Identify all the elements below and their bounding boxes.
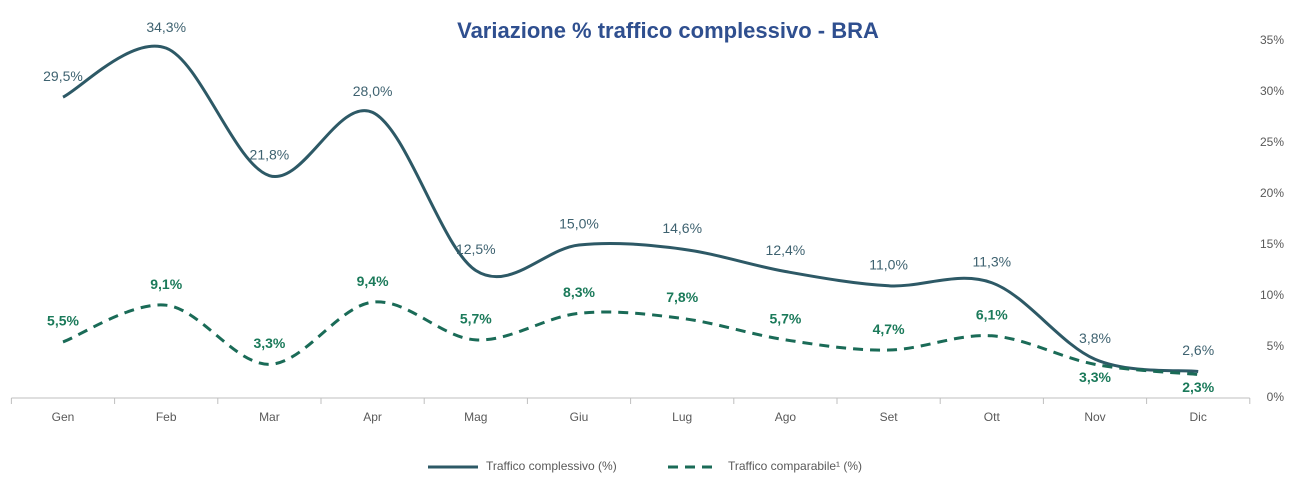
y-tick-label: 5% [1267, 339, 1285, 353]
x-tick-label: Giu [570, 410, 589, 424]
x-tick-label: Set [880, 410, 899, 424]
data-label: 5,7% [769, 311, 801, 327]
y-tick-label: 0% [1267, 390, 1285, 404]
y-tick-label: 10% [1260, 288, 1284, 302]
series-line [62, 300, 1199, 377]
y-tick-label: 25% [1260, 135, 1284, 149]
data-label: 8,3% [563, 284, 595, 300]
data-label: 34,3% [146, 19, 186, 35]
data-label: 5,5% [47, 313, 79, 329]
data-label: 5,7% [460, 311, 492, 327]
data-label: 6,1% [976, 306, 1008, 322]
data-label: 7,8% [666, 289, 698, 305]
y-tick-label: 35% [1260, 33, 1284, 47]
data-label: 12,5% [456, 241, 496, 257]
chart-title: Variazione % traffico complessivo - BRA [457, 18, 879, 43]
data-label: 9,4% [357, 273, 389, 289]
data-label: 2,3% [1182, 379, 1214, 395]
x-tick-label: Gen [52, 410, 75, 424]
data-label: 12,4% [766, 242, 806, 258]
data-label: 15,0% [559, 216, 599, 232]
data-label: 4,7% [873, 321, 905, 337]
x-tick-label: Mar [259, 410, 280, 424]
data-label: 14,6% [662, 220, 702, 236]
x-tick-label: Dic [1190, 410, 1207, 424]
data-label: 11,0% [869, 257, 908, 273]
data-label: 29,5% [43, 68, 83, 84]
y-tick-label: 30% [1260, 84, 1284, 98]
x-tick-label: Feb [156, 410, 177, 424]
data-label: 3,8% [1079, 330, 1111, 346]
x-tick-label: Ago [775, 410, 797, 424]
series-line [62, 44, 1199, 373]
data-label: 11,3% [972, 253, 1011, 269]
data-label: 3,3% [253, 335, 285, 351]
x-tick-label: Nov [1084, 410, 1105, 424]
data-label: 9,1% [150, 276, 182, 292]
x-tick-label: Ott [984, 410, 1001, 424]
legend-label: Traffico complessivo (%) [486, 459, 617, 473]
data-label: 3,3% [1079, 369, 1111, 385]
data-label: 28,0% [353, 83, 393, 99]
x-tick-label: Lug [672, 410, 692, 424]
x-tick-label: Apr [363, 410, 382, 424]
data-label: 21,8% [250, 146, 290, 162]
y-tick-label: 15% [1260, 237, 1284, 251]
x-tick-label: Mag [464, 410, 487, 424]
y-tick-label: 20% [1260, 186, 1284, 200]
data-label: 2,6% [1182, 342, 1214, 358]
legend-label: Traffico comparabile¹ (%) [728, 459, 862, 473]
